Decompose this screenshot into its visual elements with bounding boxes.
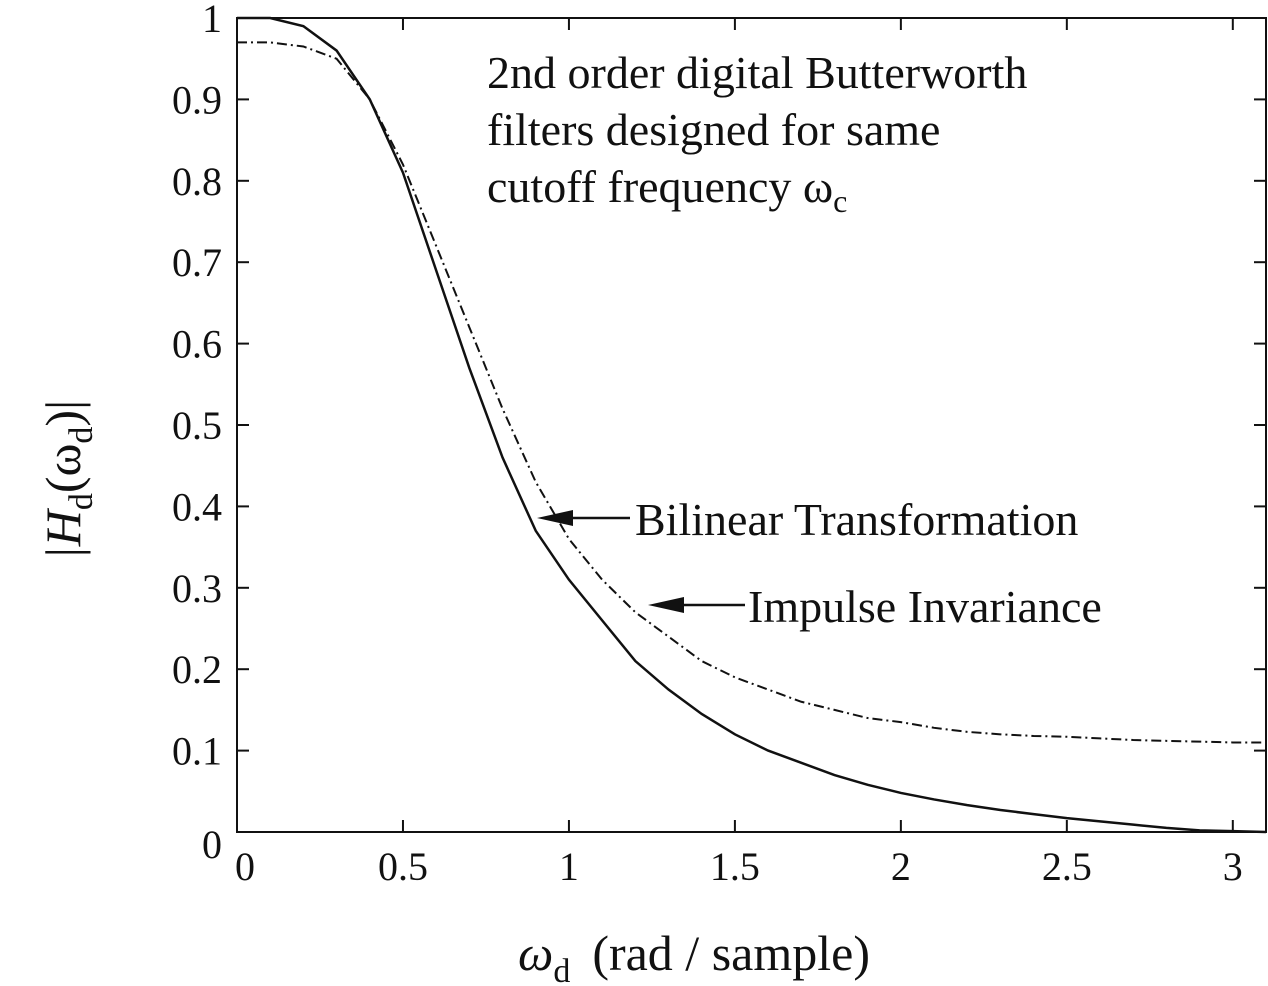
annotation-sub: c [833,183,847,219]
y-label-part: |H [35,507,91,560]
y-tick-label: 0.3 [172,566,222,611]
arrow-head [537,510,573,526]
x-tick-label: 0.5 [378,844,428,889]
x-tick-label: 1.5 [710,844,760,889]
series-line [237,16,1267,834]
y-tick-label: 0.1 [172,729,222,774]
y-tick-label: 0.9 [172,77,222,122]
y-label-part: (ω [35,444,91,494]
annotation-line: filters designed for same [487,104,940,155]
y-tick-label: 0.2 [172,647,222,692]
y-tick-label: 0.6 [172,322,222,367]
y-label-part: d [63,427,100,444]
x-label-part: d [553,953,570,986]
series-line [237,41,1266,744]
series-label: Bilinear Transformation [635,494,1078,545]
annotation-line: cutoff frequency ωc [487,161,847,219]
x-tick-label: 3 [1223,844,1243,889]
y-tick-label: 1 [202,0,222,41]
x-label-part: ω [518,925,553,981]
y-tick-label: 0 [202,822,222,867]
y-tick-label: 0.8 [172,159,222,204]
x-tick-label: 1 [559,844,579,889]
x-tick-label: 2.5 [1042,844,1092,889]
x-tick-label: 2 [891,844,911,889]
x-label-part: (rad / sample) [592,925,870,981]
y-tick-label: 0.5 [172,403,222,448]
arrow-head [648,597,684,613]
x-tick-label: 0 [235,844,255,889]
y-tick-label: 0.4 [172,484,222,529]
annotation-line: 2nd order digital Butterworth [487,47,1027,98]
y-label-part: d [63,493,100,510]
series-label: Impulse Invariance [748,581,1102,632]
x-axis-label: ωd (rad / sample) [518,925,870,986]
y-axis-label: |Hd(ωd)| [35,400,100,560]
y-tick-label: 0.7 [172,240,222,285]
y-label-part: )| [35,400,91,427]
